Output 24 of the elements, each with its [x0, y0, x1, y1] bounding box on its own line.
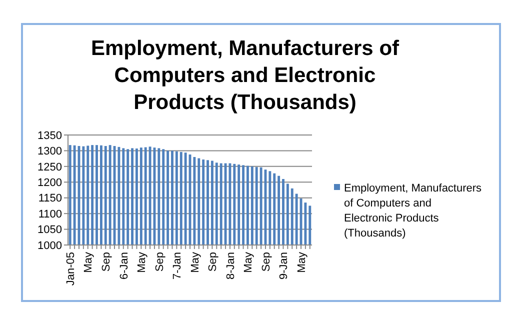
y-tick-label: 1250 [38, 161, 62, 174]
y-tick-label: 1050 [38, 224, 62, 236]
x-tick-label: May [242, 252, 255, 273]
x-tick-label: May [296, 252, 308, 273]
chart-title: Employment, Manufacturers of Computers and Electronic Products (Thousands) [90, 37, 400, 114]
x-tick-label: May [136, 252, 148, 273]
y-tick-label: 1300 [38, 146, 62, 158]
legend-label: Employment, Manufacturers of Computers and Electronic Products (Thousands) [344, 182, 482, 240]
x-tick-label: May [189, 252, 202, 273]
x-tick-label: Sep [207, 252, 220, 272]
x-tick-label: Jan-05 [64, 252, 77, 286]
y-tick-label: 1350 [38, 130, 62, 142]
y-tick-label: 1100 [38, 208, 62, 220]
x-tick-label: Sep [100, 252, 112, 272]
x-tick-label: 6-Jan [118, 252, 130, 280]
x-tick-label: 8-Jan [224, 252, 237, 280]
y-tick-label: 1000 [38, 240, 62, 252]
x-tick-label: 9-Jan [278, 252, 290, 280]
x-tick-label: Sep [260, 252, 272, 272]
x-tick-label: May [82, 252, 95, 273]
y-tick-label: 1200 [38, 176, 62, 189]
x-tick-label: 7-Jan [172, 252, 184, 280]
y-tick-label: 1150 [38, 192, 62, 205]
x-tick-label: Sep [154, 252, 166, 272]
